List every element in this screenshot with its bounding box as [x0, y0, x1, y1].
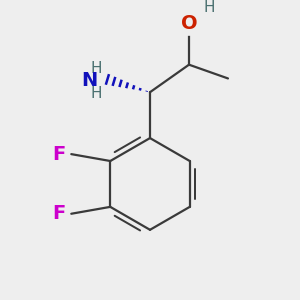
Text: F: F — [52, 204, 66, 223]
Text: H: H — [204, 0, 215, 15]
Text: H: H — [90, 61, 102, 76]
Text: O: O — [181, 14, 197, 33]
Text: F: F — [52, 145, 66, 164]
Text: H: H — [90, 85, 102, 100]
Text: N: N — [81, 71, 97, 90]
